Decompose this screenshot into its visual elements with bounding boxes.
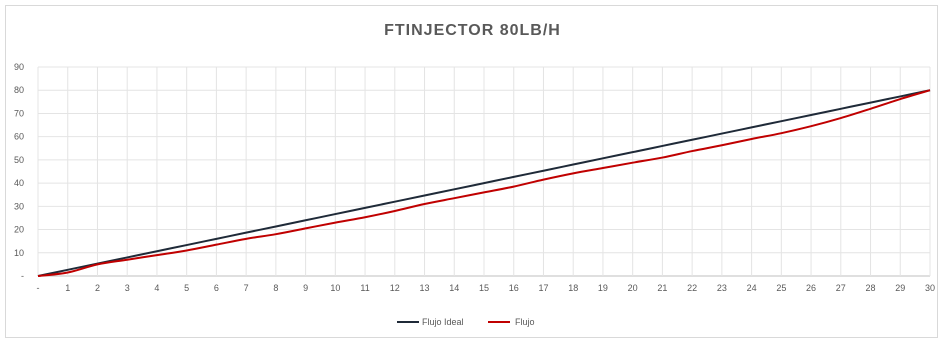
x-tick-label: 24 [747, 283, 757, 293]
x-tick-label: 16 [509, 283, 519, 293]
x-tick-label: 22 [687, 283, 697, 293]
chart-frame [5, 5, 938, 338]
x-tick-label: - [37, 283, 40, 293]
x-tick-label: 26 [806, 283, 816, 293]
x-tick-label: 8 [273, 283, 278, 293]
x-tick-label: 25 [776, 283, 786, 293]
x-tick-label: 14 [449, 283, 459, 293]
chart-title: FTINJECTOR 80LB/H [384, 22, 561, 39]
x-tick-label: 12 [390, 283, 400, 293]
x-tick-label: 10 [330, 283, 340, 293]
series-line-flujo-ideal [37, 89, 931, 277]
x-tick-label: 13 [420, 283, 430, 293]
x-tick-label: 27 [836, 283, 846, 293]
x-tick-label: 11 [360, 283, 369, 293]
x-tick-label: 9 [303, 283, 308, 293]
x-tick-label: 20 [628, 283, 638, 293]
x-tick-label: 15 [479, 283, 489, 293]
x-tick-label: 18 [568, 283, 578, 293]
legend-label: Flujo [515, 317, 535, 327]
x-tick-label: 19 [598, 283, 608, 293]
x-tick-label: 23 [717, 283, 727, 293]
x-tick-label: 30 [925, 283, 935, 293]
legend-label: Flujo Ideal [422, 317, 464, 327]
x-tick-label: 3 [125, 283, 130, 293]
x-tick-label: 1 [65, 283, 70, 293]
series-line-flujo [37, 89, 931, 277]
x-tick-label: 21 [657, 283, 667, 293]
x-tick-label: 2 [95, 283, 100, 293]
y-tick-label: 60 [14, 132, 24, 142]
x-tick-label: 6 [214, 283, 219, 293]
y-tick-label: 20 [14, 225, 24, 235]
y-tick-label: 10 [14, 248, 24, 258]
y-tick-label: 70 [14, 108, 24, 118]
x-tick-label: 7 [244, 283, 249, 293]
y-tick-label: 50 [14, 155, 24, 165]
y-tick-label: 80 [14, 85, 24, 95]
y-tick-label: - [21, 271, 24, 281]
y-tick-label: 40 [14, 178, 24, 188]
x-tick-label: 4 [154, 283, 159, 293]
y-tick-label: 30 [14, 201, 24, 211]
x-tick-label: 29 [895, 283, 905, 293]
x-tick-label: 5 [184, 283, 189, 293]
x-tick-label: 17 [538, 283, 548, 293]
y-tick-label: 90 [14, 62, 24, 72]
x-tick-label: 28 [866, 283, 876, 293]
